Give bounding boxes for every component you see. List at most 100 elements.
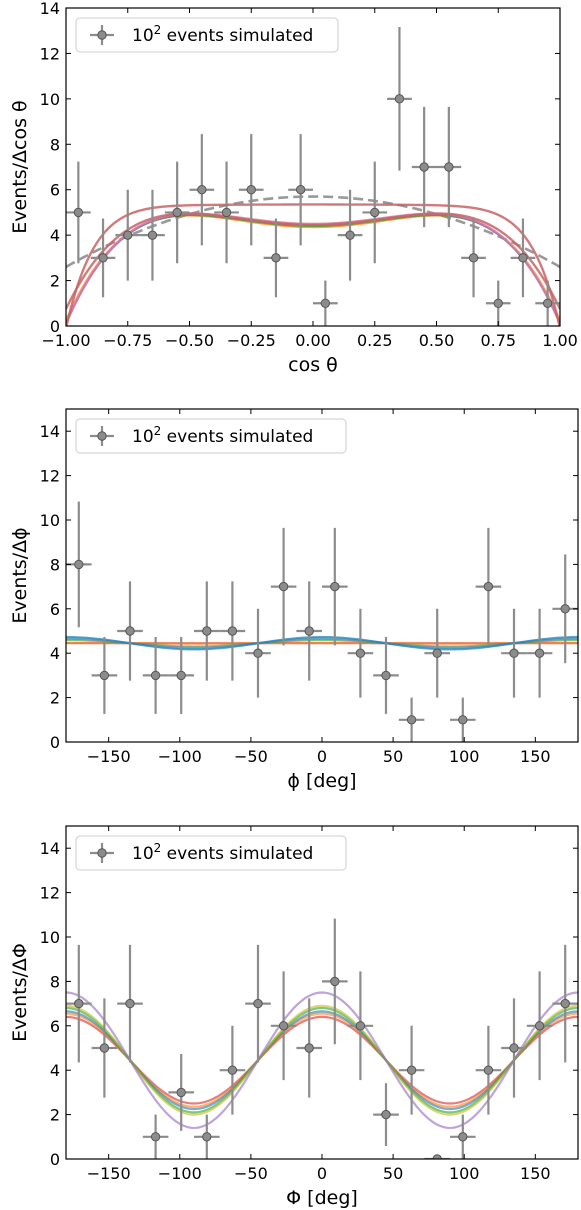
point-marker <box>542 298 553 308</box>
y-axis-label: Events/Δϕ <box>9 527 31 623</box>
y-tick-label: 8 <box>50 555 60 574</box>
data-points <box>66 501 578 742</box>
fit-curve-5 <box>66 1004 578 1116</box>
point-marker <box>227 1065 238 1075</box>
point-marker <box>509 648 519 658</box>
point-marker <box>509 1043 519 1053</box>
data-point <box>140 189 165 281</box>
x-tick-label: −100 <box>158 747 202 766</box>
point-marker <box>197 185 207 195</box>
data-point <box>194 1114 220 1159</box>
point-marker <box>304 1043 314 1053</box>
data-point <box>373 1083 399 1146</box>
y-tick-label: 0 <box>50 317 60 336</box>
point-marker <box>176 1087 186 1098</box>
fit-curve-6 <box>66 635 578 651</box>
point-marker <box>355 1021 366 1031</box>
model-curves <box>66 991 578 1130</box>
point-marker <box>202 626 212 636</box>
point-marker <box>304 626 314 636</box>
point-marker <box>320 298 331 308</box>
point-marker <box>278 581 289 592</box>
plot-frame <box>65 7 561 327</box>
data-point <box>91 998 118 1098</box>
point-marker <box>381 670 391 681</box>
data-point <box>168 636 194 714</box>
y-axis: 0 2 4 6 8 10 12 14 <box>40 839 578 1169</box>
point-marker <box>147 230 158 240</box>
point-marker <box>483 581 494 592</box>
x-tick-label: −0.75 <box>103 331 152 350</box>
point-marker <box>73 207 84 218</box>
fit-curve-2 <box>66 1012 578 1108</box>
point-marker <box>560 604 570 614</box>
point-marker <box>150 1132 161 1142</box>
x-tick-label: 0.75 <box>480 331 516 350</box>
data-point <box>461 218 486 298</box>
x-tick-label: −0.25 <box>227 331 276 350</box>
data-point <box>270 527 297 646</box>
fit-curve-flat <box>66 203 560 326</box>
y-tick-label: 10 <box>40 511 60 530</box>
legend-label: 102 events simulated <box>132 841 313 864</box>
data-point <box>387 27 412 171</box>
x-tick-label: 0.00 <box>295 331 331 350</box>
data-point <box>142 636 169 714</box>
plot-frame <box>65 408 579 743</box>
data-point <box>475 527 502 646</box>
y-axis-label: Events/ΔΦ <box>9 943 31 1042</box>
y-axis: 0 2 4 6 8 10 12 14 <box>40 422 578 752</box>
data-point <box>347 971 374 1081</box>
data-point <box>238 134 264 246</box>
data-points <box>66 27 560 326</box>
data-point <box>90 218 116 298</box>
point-marker <box>560 998 570 1009</box>
data-point <box>398 697 425 742</box>
legend-label: 102 events simulated <box>132 424 313 447</box>
point-marker <box>202 1132 212 1142</box>
data-point <box>164 161 190 264</box>
chart-panel-3: −150 −100 −50 0 50 100 150 0 2 4 6 8 10 12 14 Φ [deg] Ev… <box>9 825 579 1209</box>
point-marker <box>176 670 186 681</box>
y-tick-label: 0 <box>50 1150 60 1169</box>
data-point <box>337 189 363 281</box>
data-point <box>501 608 527 698</box>
y-tick-label: 8 <box>50 972 60 991</box>
y-tick-label: 8 <box>50 135 60 154</box>
point-marker <box>406 1065 417 1075</box>
point-marker <box>227 626 238 636</box>
x-tick-label: −150 <box>87 747 131 766</box>
x-tick-label: 100 <box>449 1164 480 1183</box>
fit-curve-6 <box>66 991 578 1130</box>
x-axis-label: cos θ <box>288 354 338 376</box>
data-point <box>362 161 388 264</box>
x-tick-label: −100 <box>158 1164 202 1183</box>
data-point <box>270 971 297 1081</box>
y-tick-label: 2 <box>50 1106 60 1125</box>
y-tick-label: 4 <box>50 1061 60 1080</box>
x-tick-label: −1.00 <box>41 331 90 350</box>
y-tick-label: 4 <box>50 644 60 663</box>
data-point <box>322 918 348 1045</box>
data-point <box>510 218 536 298</box>
chart-panel-1: −1.00 −0.75 −0.50 −0.25 0.00 0.25 0.50 0.75 1.00… <box>9 0 578 376</box>
x-tick-label: −50 <box>234 747 268 766</box>
y-tick-label: 2 <box>50 272 60 291</box>
point-marker <box>253 648 263 658</box>
fit-curve-4 <box>66 1006 578 1114</box>
chart-panel-2: −150 −100 −50 0 50 100 150 0 2 4 6 8 10 12 14 ϕ [deg] Ev… <box>9 408 579 792</box>
point-marker <box>468 253 479 263</box>
y-tick-label: 10 <box>40 90 60 109</box>
point-marker <box>444 162 454 172</box>
data-point <box>535 280 560 326</box>
point-marker <box>381 1109 391 1120</box>
data-point <box>245 944 271 1063</box>
fit-curve-main <box>66 212 560 310</box>
x-tick-label: 0 <box>317 747 327 766</box>
y-axis-label: Events/Δcos θ <box>9 100 31 233</box>
point-marker <box>123 230 133 240</box>
data-point <box>66 161 91 264</box>
point-marker <box>271 253 281 263</box>
point-marker <box>150 670 161 681</box>
y-tick-label: 6 <box>50 600 60 619</box>
